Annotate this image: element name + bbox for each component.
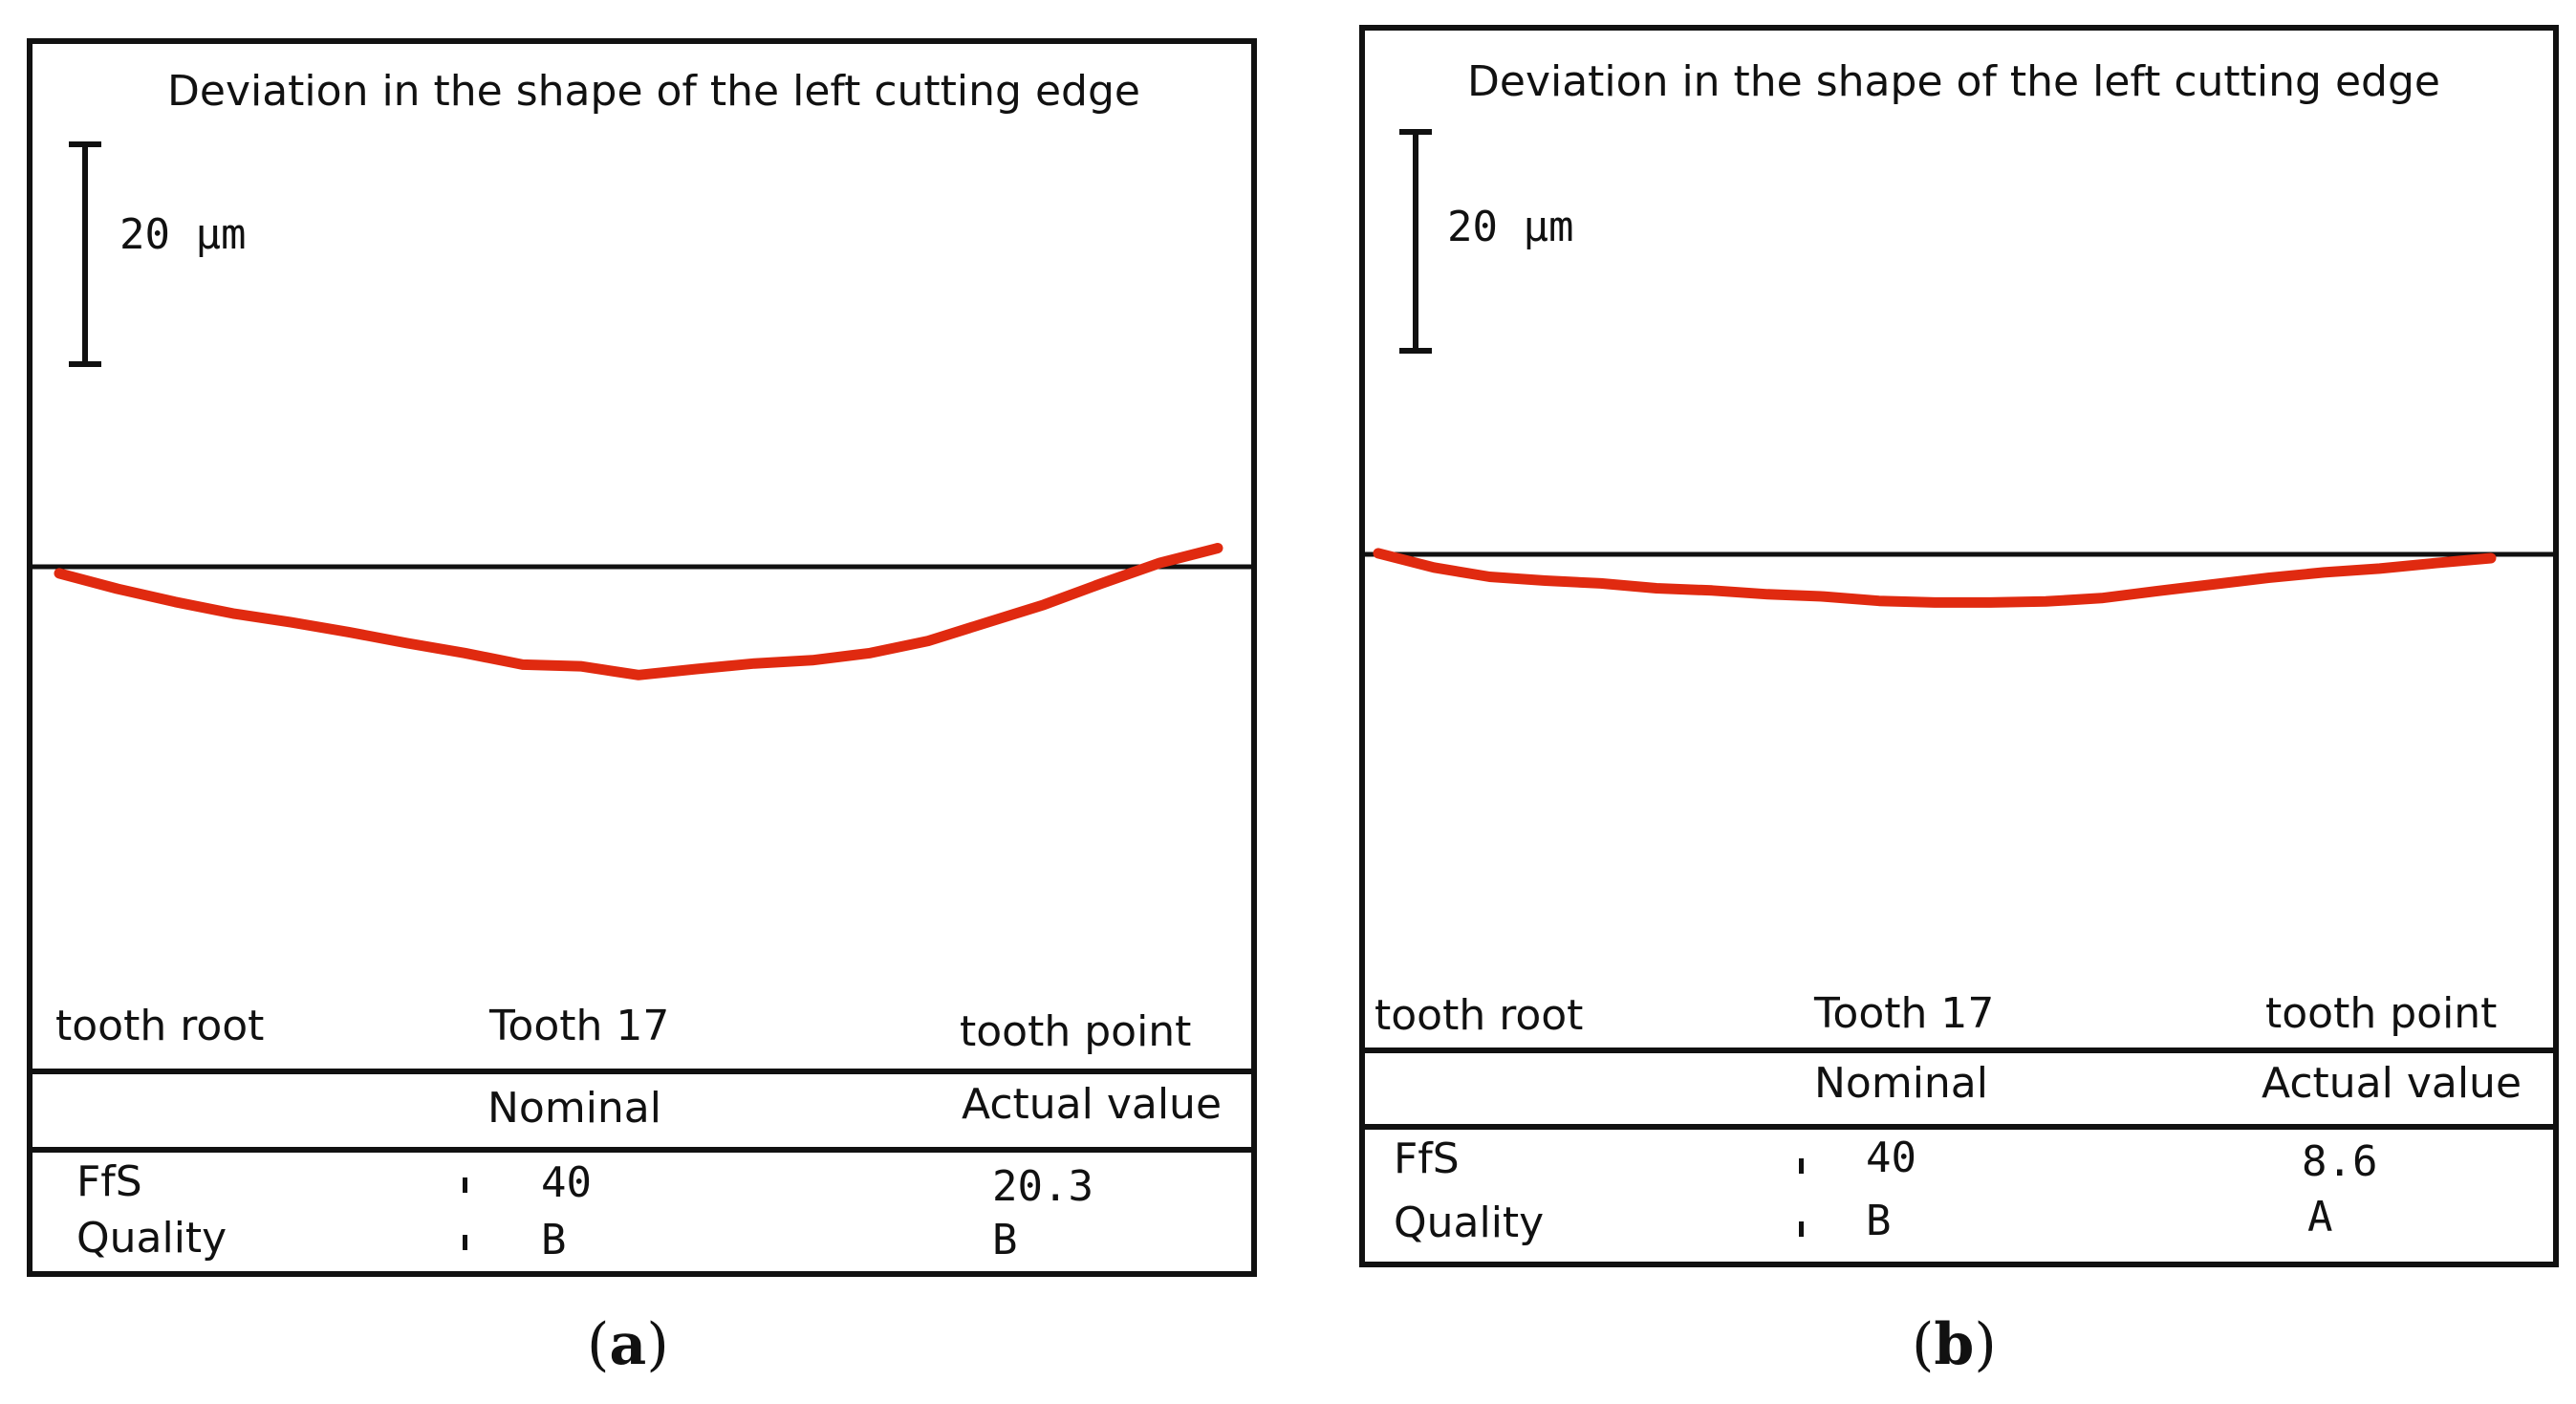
deviation-point xyxy=(2208,579,2218,590)
deviation-point xyxy=(54,568,64,578)
table-divider-bottom xyxy=(1365,1124,2553,1130)
caption-b: (b) xyxy=(1912,1311,1997,1378)
ffs-actual: 8.6 xyxy=(2302,1137,2378,1186)
chart-title: Deviation in the shape of the left cutti… xyxy=(1467,57,2440,106)
deviation-point xyxy=(1818,592,1829,602)
table-divider-top xyxy=(1365,1048,2553,1053)
scale-label: 20 µm xyxy=(119,210,247,259)
caption-close: ) xyxy=(646,1311,669,1378)
deviation-point xyxy=(2430,558,2440,569)
tooth-root-label: tooth root xyxy=(55,1002,265,1050)
deviation-plot-a xyxy=(32,141,1251,680)
tooth-point-label: tooth point xyxy=(960,1007,1192,1056)
quality-label: Quality xyxy=(76,1214,227,1263)
deviation-point xyxy=(1595,578,1606,589)
caption-open: ( xyxy=(1912,1311,1935,1378)
panel-b: Deviation in the shape of the left cutti… xyxy=(1359,25,2559,1267)
scale-label: 20 µm xyxy=(1447,203,1574,251)
deviation-point xyxy=(1039,599,1050,610)
deviation-point xyxy=(227,608,238,618)
quality-nominal: B xyxy=(541,1216,567,1264)
ffs-label: FfS xyxy=(1394,1134,1460,1183)
deviation-point xyxy=(2041,596,2051,607)
deviation-point xyxy=(1213,543,1223,553)
deviation-point xyxy=(1484,572,1495,582)
deviation-point xyxy=(1155,558,1165,568)
table-divider-bottom xyxy=(32,1147,1251,1153)
actual-value-header: Actual value xyxy=(2262,1059,2522,1108)
deviation-point xyxy=(1429,562,1440,572)
tooth-root-label: tooth root xyxy=(1375,991,1584,1040)
caption-a: (a) xyxy=(587,1311,669,1378)
deviation-point xyxy=(1652,583,1661,594)
separator-mark xyxy=(1799,1221,1804,1237)
deviation-point xyxy=(1374,548,1383,558)
deviation-point xyxy=(170,596,181,607)
deviation-point xyxy=(2374,563,2385,573)
deviation-point xyxy=(1873,595,1884,606)
ffs-nominal: 40 xyxy=(541,1158,592,1207)
deviation-point xyxy=(634,670,643,680)
quality-nominal: B xyxy=(1866,1197,1892,1245)
caption-letter: a xyxy=(609,1311,647,1378)
table-divider-top xyxy=(32,1069,1251,1074)
deviation-point xyxy=(865,648,876,659)
nominal-header: Nominal xyxy=(487,1084,661,1133)
chart-title: Deviation in the shape of the left cutti… xyxy=(167,67,1140,116)
deviation-point xyxy=(460,648,470,659)
deviation-point xyxy=(344,627,354,637)
ffs-label: FfS xyxy=(76,1157,142,1206)
deviation-point xyxy=(2486,553,2496,563)
deviation-point xyxy=(691,664,702,674)
separator-mark xyxy=(463,1177,467,1193)
quality-label: Quality xyxy=(1394,1199,1545,1247)
caption-open: ( xyxy=(587,1311,610,1378)
ffs-nominal: 40 xyxy=(1866,1134,1916,1182)
deviation-point xyxy=(1707,585,1718,595)
deviation-point xyxy=(749,659,760,669)
deviation-point xyxy=(2319,567,2329,577)
nominal-header: Nominal xyxy=(1814,1059,1988,1108)
deviation-point xyxy=(1930,597,1939,608)
quality-actual: A xyxy=(2307,1193,2333,1242)
tooth-number-label: Tooth 17 xyxy=(489,1002,670,1050)
deviation-point xyxy=(2263,572,2274,583)
deviation-point xyxy=(112,584,122,594)
panel-a: Deviation in the shape of the left cutti… xyxy=(27,38,1257,1277)
deviation-point xyxy=(401,637,412,648)
deviation-point xyxy=(981,617,991,628)
deviation-point xyxy=(517,659,528,670)
caption-letter: b xyxy=(1934,1311,1975,1378)
tooth-point-label: tooth point xyxy=(2265,989,2498,1038)
deviation-plot-b xyxy=(1365,129,2553,608)
deviation-point xyxy=(2096,593,2107,603)
deviation-point xyxy=(923,636,933,646)
quality-actual: B xyxy=(992,1216,1018,1264)
deviation-point xyxy=(1763,589,1773,599)
deviation-point xyxy=(2152,586,2162,596)
separator-mark xyxy=(463,1235,467,1250)
deviation-point xyxy=(1985,597,1996,608)
deviation-point xyxy=(1096,578,1107,589)
deviation-point xyxy=(575,661,586,672)
ffs-actual: 20.3 xyxy=(992,1162,1093,1211)
tooth-number-label: Tooth 17 xyxy=(1814,989,1995,1038)
actual-value-header: Actual value xyxy=(962,1080,1223,1129)
deviation-point xyxy=(807,655,817,665)
caption-close: ) xyxy=(1974,1311,1997,1378)
deviation-point xyxy=(1540,575,1550,586)
separator-mark xyxy=(1799,1158,1804,1174)
deviation-point xyxy=(286,617,296,628)
